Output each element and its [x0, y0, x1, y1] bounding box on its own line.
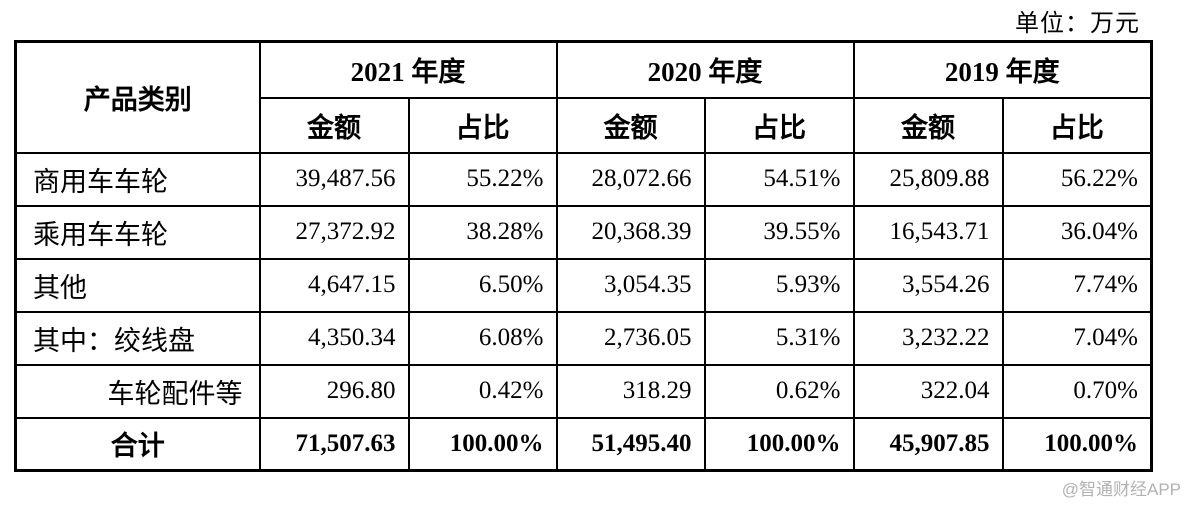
header-share-2021: 占比 [407, 96, 558, 154]
amount-2020: 3,054.35 [555, 257, 706, 313]
share-2019: 7.74% [1001, 257, 1153, 313]
header-amount-2019: 金额 [852, 96, 1004, 154]
table-row-other: 其他 4,647.15 6.50% 3,054.35 5.93% 3,554.2… [14, 257, 1153, 313]
share-2021: 6.08% [407, 310, 558, 366]
total-share-2019: 100.00% [1001, 416, 1153, 472]
share-2021: 55.22% [407, 151, 558, 207]
amount-2019: 322.04 [852, 363, 1004, 419]
share-2019: 56.22% [1001, 151, 1153, 207]
table-row-passenger-wheels: 乘用车车轮 27,372.92 38.28% 20,368.39 39.55% … [14, 204, 1153, 260]
header-share-2020: 占比 [703, 96, 855, 154]
table-row-wheel-accessories: 车轮配件等 296.80 0.42% 318.29 0.62% 322.04 0… [14, 363, 1153, 419]
header-year-2021: 2021 年度 [258, 40, 558, 99]
header-share-2019: 占比 [1001, 96, 1153, 154]
amount-2020: 2,736.05 [555, 310, 706, 366]
share-2021: 6.50% [407, 257, 558, 313]
total-amount-2019: 45,907.85 [852, 416, 1004, 472]
share-2020: 5.93% [703, 257, 855, 313]
total-amount-2020: 51,495.40 [555, 416, 706, 472]
share-2019: 36.04% [1001, 204, 1153, 260]
row-label: 商用车车轮 [14, 151, 261, 207]
table-row-commercial-wheels: 商用车车轮 39,487.56 55.22% 28,072.66 54.51% … [14, 151, 1153, 207]
header-year-2019: 2019 年度 [852, 40, 1153, 99]
share-2020: 39.55% [703, 204, 855, 260]
amount-2021: 4,647.15 [258, 257, 410, 313]
amount-2020: 20,368.39 [555, 204, 706, 260]
share-2019: 7.04% [1001, 310, 1153, 366]
table-row-wire-spool: 其中：绞线盘 4,350.34 6.08% 2,736.05 5.31% 3,2… [14, 310, 1153, 366]
share-2021: 38.28% [407, 204, 558, 260]
row-label: 其中：绞线盘 [14, 310, 261, 366]
amount-2021: 296.80 [258, 363, 410, 419]
amount-2019: 25,809.88 [852, 151, 1004, 207]
header-year-2020: 2020 年度 [555, 40, 855, 99]
share-2021: 0.42% [407, 363, 558, 419]
table-row-total: 合计 71,507.63 100.00% 51,495.40 100.00% 4… [14, 416, 1153, 472]
amount-2019: 16,543.71 [852, 204, 1004, 260]
share-2020: 5.31% [703, 310, 855, 366]
watermark: @智通财经APP [1061, 480, 1181, 499]
header-amount-2021: 金额 [258, 96, 410, 154]
share-2019: 0.70% [1001, 363, 1153, 419]
share-2020: 0.62% [703, 363, 855, 419]
total-share-2021: 100.00% [407, 416, 558, 472]
total-share-2020: 100.00% [703, 416, 855, 472]
amount-2021: 39,487.56 [258, 151, 410, 207]
row-label: 车轮配件等 [14, 363, 261, 419]
row-label: 其他 [14, 257, 261, 313]
amount-2020: 318.29 [555, 363, 706, 419]
amount-2021: 4,350.34 [258, 310, 410, 366]
amount-2020: 28,072.66 [555, 151, 706, 207]
header-row-subcolumns: 金额 占比 金额 占比 金额 占比 [16, 96, 1153, 154]
header-amount-2020: 金额 [555, 96, 706, 154]
amount-2019: 3,232.22 [852, 310, 1004, 366]
total-amount-2021: 71,507.63 [258, 416, 410, 472]
amount-2019: 3,554.26 [852, 257, 1004, 313]
share-2020: 54.51% [703, 151, 855, 207]
product-category-table: 产品类别 2021 年度 2020 年度 2019 年度 金额 占比 金额 占比… [14, 40, 1153, 472]
header-product-category: 产品类别 [14, 40, 261, 154]
total-label: 合计 [14, 416, 261, 472]
unit-label: 单位：万元 [1015, 11, 1140, 37]
amount-2021: 27,372.92 [258, 204, 410, 260]
row-label: 乘用车车轮 [14, 204, 261, 260]
header-row-years: 产品类别 2021 年度 2020 年度 2019 年度 [14, 40, 1153, 154]
